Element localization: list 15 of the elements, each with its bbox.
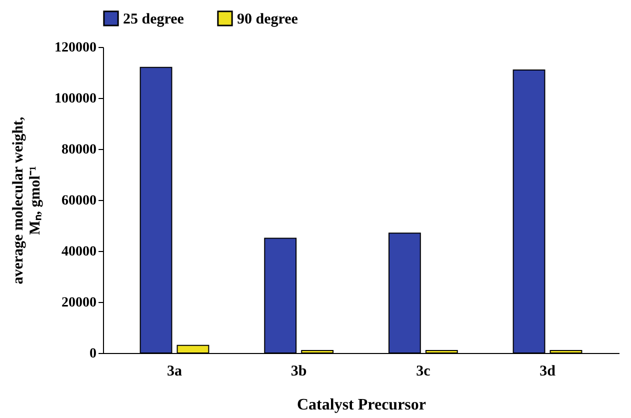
- x-tick-label: 3b: [290, 364, 307, 380]
- y-tick-label: 40000: [62, 244, 96, 260]
- y-tick-label: 120000: [54, 40, 96, 56]
- y-axis-title: average molecular weight, Mₙ, gmol⁻¹: [10, 116, 44, 284]
- x-tick-label: 3c: [416, 364, 431, 380]
- legend-label: 90 degree: [237, 11, 298, 28]
- y-tick-label: 0: [90, 346, 96, 362]
- x-axis-title: Catalyst Precursor: [297, 396, 426, 414]
- y-tick-label: 100000: [54, 92, 96, 106]
- x-tick-label: 3d: [540, 364, 556, 380]
- x-tick-label: 3a: [166, 364, 182, 380]
- y-tick-label: 20000: [62, 296, 96, 310]
- legend-label: 25 degree: [123, 11, 184, 28]
- y-tick-label: 80000: [62, 142, 96, 158]
- y-tick-label: 60000: [62, 194, 96, 208]
